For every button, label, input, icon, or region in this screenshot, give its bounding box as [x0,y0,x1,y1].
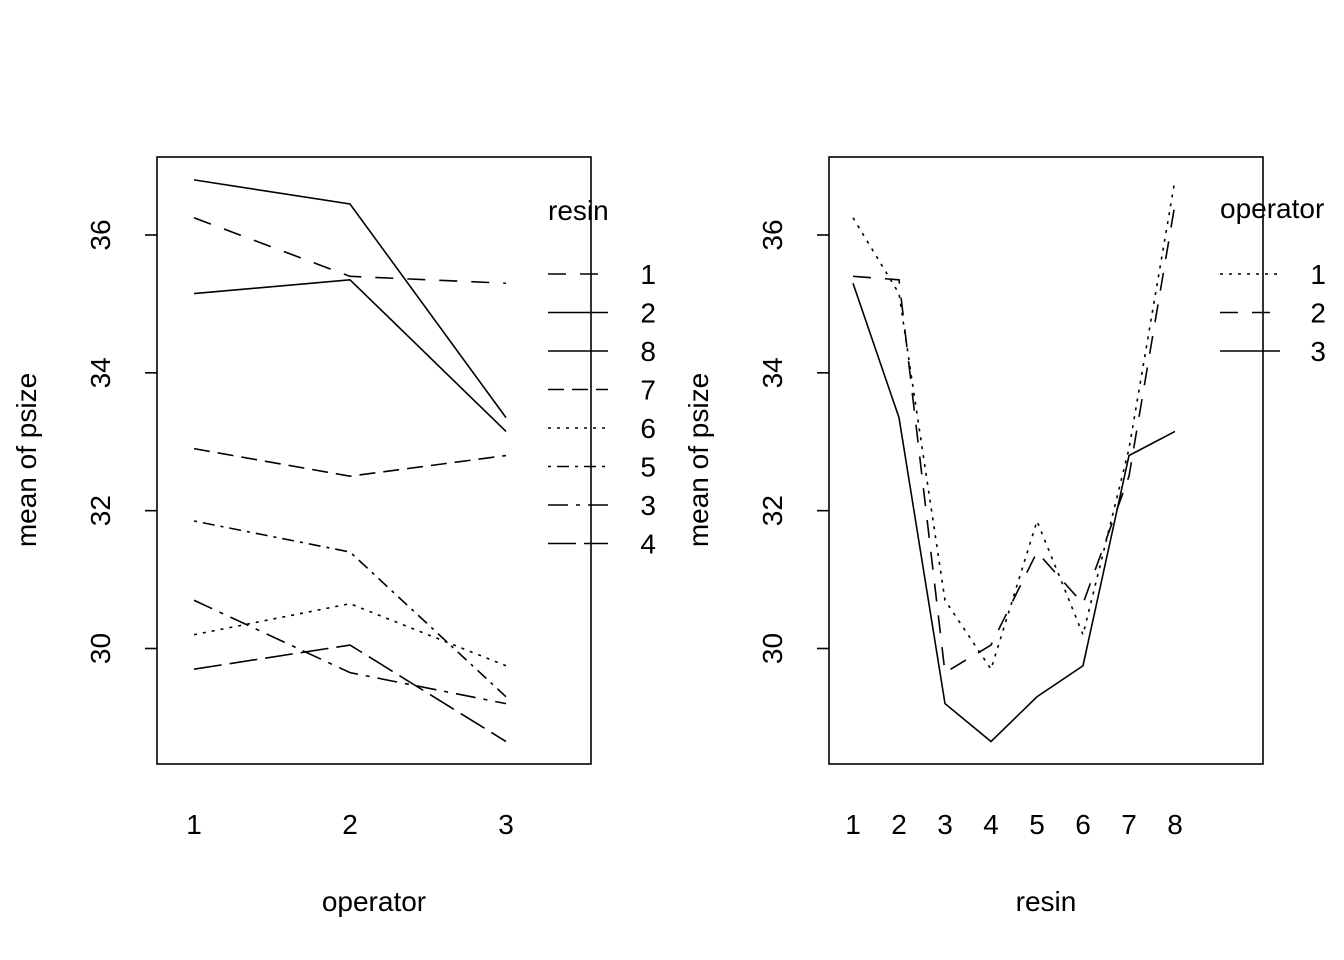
x-axis-label: operator [322,886,426,917]
legend-label-1: 1 [1310,259,1326,290]
plot-frame [156,156,592,765]
legend-label-1: 1 [640,259,656,290]
y-tick-label: 36 [757,219,788,250]
legend-label-7: 7 [640,375,656,406]
x-tick-label: 6 [1075,809,1091,840]
y-axis-label: mean of psize [11,373,42,547]
x-tick-label: 1 [186,809,202,840]
legend-label-8: 8 [640,336,656,367]
y-axis: 30 32 34 36 [85,219,157,664]
x-tick-label: 1 [845,809,861,840]
series-line-2 [193,278,507,432]
x-tick-label: 5 [1029,809,1045,840]
legend-title: operator [1220,193,1324,224]
x-tick-label: 4 [983,809,999,840]
series-line-7 [193,447,507,478]
legend-label-3: 3 [640,490,656,521]
series-line-1 [852,179,1176,672]
series-line-2 [852,203,1176,674]
legend-label-2: 2 [1310,298,1326,329]
x-tick-label: 2 [342,809,358,840]
x-tick-label: 2 [891,809,907,840]
series-line-4 [193,644,507,743]
y-tick-label: 34 [757,357,788,388]
y-tick-label: 30 [757,633,788,664]
series-line-3 [852,282,1176,743]
legend-label-6: 6 [640,413,656,444]
legend-label-5: 5 [640,452,656,483]
plot-frame [828,156,1264,765]
series-lines [193,179,507,743]
x-tick-label: 3 [498,809,514,840]
y-tick-label: 36 [85,219,116,250]
y-tick-label: 34 [85,357,116,388]
legend-resin: resin 1 2 8 7 6 5 3 4 [548,195,656,560]
y-tick-label: 32 [85,495,116,526]
y-axis-label: mean of psize [683,373,714,547]
series-lines [852,179,1176,743]
x-tick-label: 7 [1121,809,1137,840]
y-tick-label: 30 [85,633,116,664]
legend-title: resin [548,195,609,226]
x-tick-label: 3 [937,809,953,840]
x-axis: 1 2 3 [186,809,514,840]
series-line-5 [193,520,507,698]
legend-label-2: 2 [640,298,656,329]
series-line-3 [193,599,507,705]
legend-label-4: 4 [640,529,656,560]
series-line-8 [193,179,507,419]
series-line-6 [193,602,507,667]
series-line-1 [193,217,507,285]
legend-label-3: 3 [1310,336,1326,367]
x-tick-label: 8 [1167,809,1183,840]
y-axis: 30 32 34 36 [757,219,829,664]
y-tick-label: 32 [757,495,788,526]
x-axis-label: resin [1016,886,1077,917]
legend-operator: operator 1 2 3 [1220,193,1326,367]
